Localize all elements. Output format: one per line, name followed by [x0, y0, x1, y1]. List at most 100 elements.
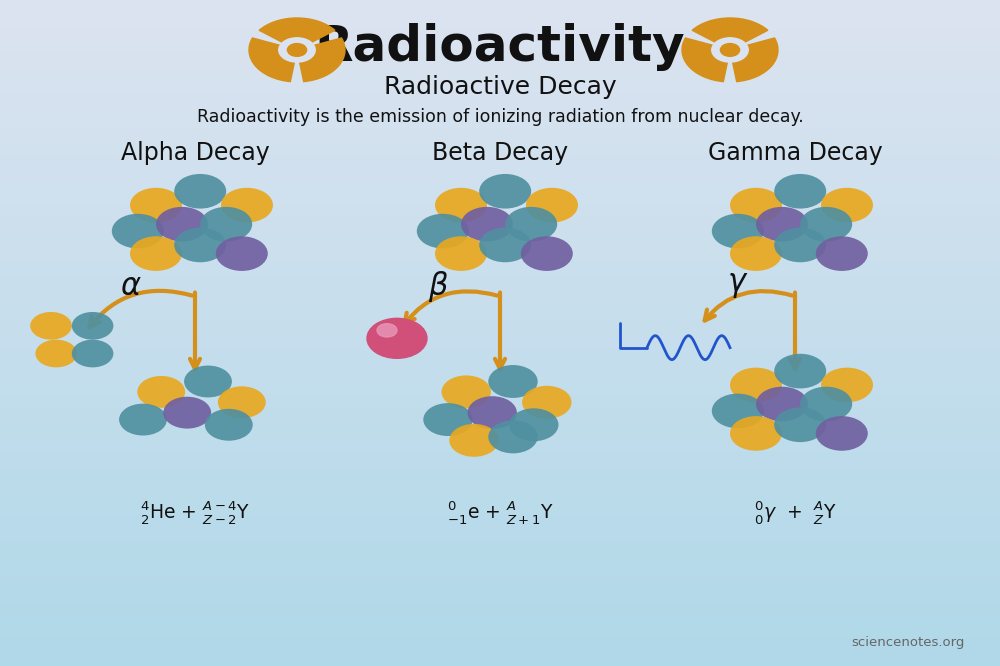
- Bar: [0, 311, 1000, 315]
- Bar: [0, 262, 1000, 266]
- Bar: [0, 315, 1000, 320]
- Bar: [0, 493, 1000, 498]
- Circle shape: [730, 368, 782, 402]
- Bar: [0, 346, 1000, 351]
- Bar: [0, 151, 1000, 155]
- Bar: [0, 204, 1000, 208]
- Bar: [0, 635, 1000, 639]
- Circle shape: [435, 188, 487, 222]
- Bar: [0, 13, 1000, 18]
- Bar: [0, 626, 1000, 631]
- Bar: [0, 288, 1000, 293]
- Bar: [0, 608, 1000, 613]
- Bar: [0, 208, 1000, 213]
- Bar: [0, 422, 1000, 426]
- Bar: [0, 75, 1000, 80]
- Text: $^{0}_{0}\gamma$  +  $^{A}_{Z}$Y: $^{0}_{0}\gamma$ + $^{A}_{Z}$Y: [754, 500, 836, 526]
- Circle shape: [468, 396, 517, 429]
- Bar: [0, 648, 1000, 653]
- Bar: [0, 165, 1000, 168]
- Circle shape: [756, 207, 808, 242]
- Circle shape: [756, 387, 808, 422]
- Bar: [0, 125, 1000, 129]
- Bar: [0, 182, 1000, 186]
- Bar: [0, 453, 1000, 458]
- Bar: [0, 471, 1000, 475]
- Text: β: β: [428, 271, 448, 302]
- Text: $^{4}_{2}$He + $^{A-4}_{Z-2}$Y: $^{4}_{2}$He + $^{A-4}_{Z-2}$Y: [140, 500, 250, 526]
- Bar: [0, 621, 1000, 626]
- Bar: [0, 466, 1000, 471]
- Circle shape: [130, 188, 182, 222]
- Bar: [0, 404, 1000, 408]
- Bar: [0, 218, 1000, 222]
- Bar: [0, 395, 1000, 400]
- Circle shape: [200, 207, 252, 242]
- Circle shape: [800, 387, 852, 422]
- Bar: [0, 391, 1000, 395]
- Bar: [0, 129, 1000, 133]
- Circle shape: [509, 408, 559, 442]
- Bar: [0, 564, 1000, 568]
- Circle shape: [774, 408, 826, 442]
- Bar: [0, 98, 1000, 102]
- Bar: [0, 604, 1000, 608]
- Bar: [0, 115, 1000, 120]
- Bar: [0, 360, 1000, 364]
- Circle shape: [712, 214, 764, 248]
- Bar: [0, 498, 1000, 501]
- Bar: [0, 222, 1000, 226]
- Bar: [0, 653, 1000, 657]
- Bar: [0, 107, 1000, 111]
- Bar: [0, 591, 1000, 595]
- Circle shape: [174, 228, 226, 262]
- Text: Alpha Decay: Alpha Decay: [121, 141, 269, 165]
- Bar: [0, 240, 1000, 244]
- Bar: [0, 5, 1000, 9]
- Circle shape: [130, 236, 182, 271]
- Bar: [0, 631, 1000, 635]
- Bar: [0, 440, 1000, 444]
- Bar: [0, 546, 1000, 551]
- Bar: [0, 284, 1000, 288]
- Bar: [0, 142, 1000, 147]
- Circle shape: [423, 403, 473, 436]
- Circle shape: [505, 207, 557, 242]
- Bar: [0, 62, 1000, 67]
- Bar: [0, 27, 1000, 31]
- Circle shape: [730, 188, 782, 222]
- Bar: [0, 355, 1000, 360]
- Circle shape: [730, 236, 782, 271]
- Bar: [0, 306, 1000, 311]
- Bar: [0, 45, 1000, 49]
- Circle shape: [163, 397, 211, 429]
- Bar: [0, 80, 1000, 85]
- Bar: [0, 320, 1000, 324]
- Text: α: α: [120, 272, 140, 301]
- Bar: [0, 333, 1000, 338]
- Circle shape: [287, 43, 307, 57]
- Bar: [0, 462, 1000, 466]
- Wedge shape: [249, 38, 294, 82]
- Bar: [0, 488, 1000, 493]
- Bar: [0, 200, 1000, 204]
- Bar: [0, 235, 1000, 240]
- Bar: [0, 120, 1000, 125]
- Bar: [0, 0, 1000, 5]
- Bar: [0, 195, 1000, 200]
- Bar: [0, 342, 1000, 346]
- Bar: [0, 266, 1000, 271]
- Bar: [0, 617, 1000, 621]
- Bar: [0, 386, 1000, 391]
- Bar: [0, 338, 1000, 342]
- Circle shape: [72, 312, 113, 340]
- Circle shape: [279, 38, 315, 62]
- Bar: [0, 537, 1000, 541]
- Bar: [0, 501, 1000, 506]
- Circle shape: [156, 207, 208, 242]
- Circle shape: [712, 38, 748, 62]
- Bar: [0, 368, 1000, 373]
- Circle shape: [174, 174, 226, 208]
- Bar: [0, 244, 1000, 248]
- Text: Beta Decay: Beta Decay: [432, 141, 568, 165]
